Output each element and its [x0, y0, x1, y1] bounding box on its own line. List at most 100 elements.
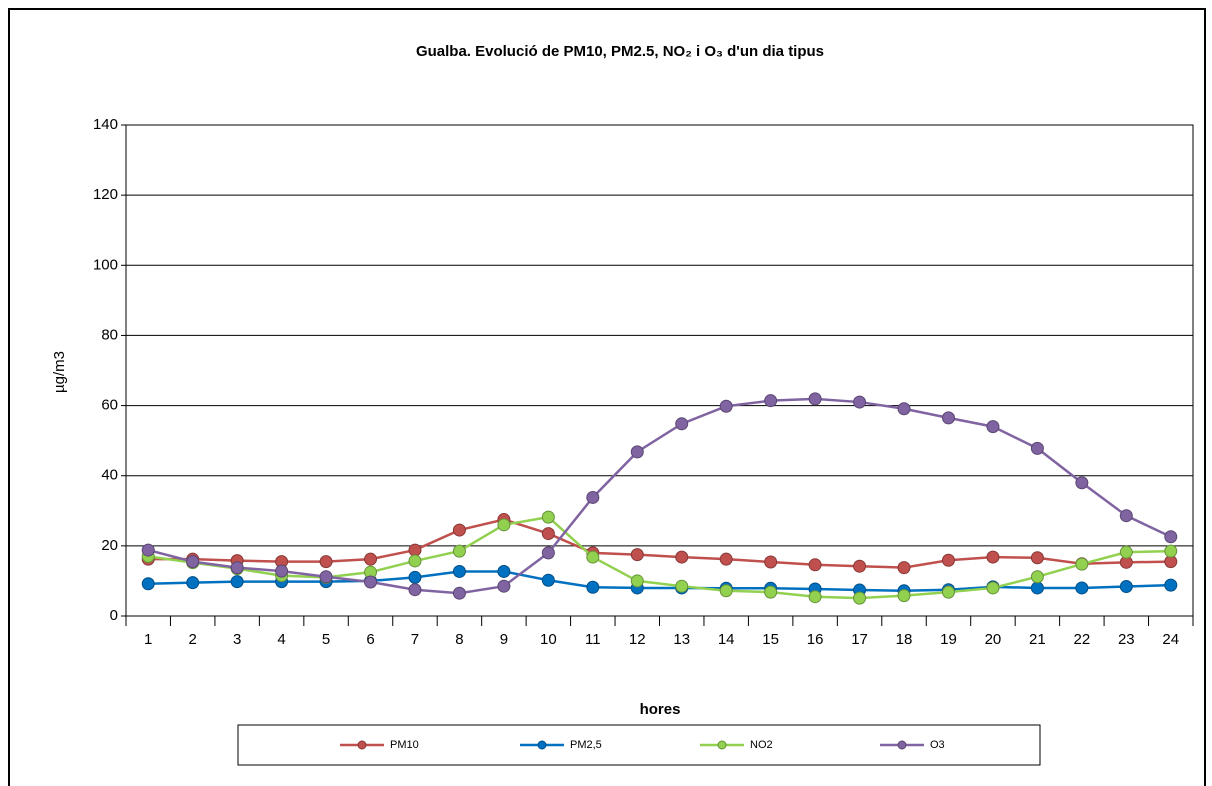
point — [319, 555, 333, 569]
chart-frame — [8, 8, 1206, 786]
point — [764, 555, 778, 569]
point — [1030, 570, 1044, 584]
x-tick-label: 2 — [189, 631, 197, 648]
legend-label: NO2 — [750, 739, 773, 751]
legend-label: PM10 — [390, 739, 419, 751]
point — [408, 583, 422, 597]
x-tick-label: 11 — [585, 631, 601, 648]
series-line — [148, 515, 1171, 600]
point — [1164, 530, 1178, 544]
point — [275, 564, 289, 578]
legend-marker — [897, 740, 907, 750]
point — [1164, 544, 1178, 558]
point — [541, 527, 555, 541]
x-tick-label: 10 — [540, 631, 557, 648]
point — [452, 544, 466, 558]
x-tick-label: 12 — [629, 631, 646, 648]
point — [808, 590, 822, 604]
point — [1119, 509, 1133, 523]
legend-label: O3 — [930, 739, 945, 751]
x-tick-label: 5 — [322, 631, 330, 648]
point — [408, 543, 422, 557]
legend-marker — [537, 740, 547, 750]
point — [853, 395, 867, 409]
x-tick-label: 15 — [762, 631, 779, 648]
point — [764, 394, 778, 408]
point — [1075, 476, 1089, 490]
series-line — [147, 397, 1172, 595]
x-tick-label: 18 — [896, 631, 913, 648]
x-axis-label: hores — [640, 701, 681, 718]
legend-label: PM2,5 — [570, 739, 602, 751]
point — [452, 586, 466, 600]
point — [1075, 557, 1089, 571]
point — [630, 574, 644, 588]
point — [319, 570, 333, 584]
y-tick-label: 100 — [93, 256, 118, 273]
point — [986, 420, 1000, 434]
point — [1030, 581, 1044, 595]
series-line — [148, 518, 1171, 569]
x-tick-label: 9 — [500, 631, 508, 648]
y-tick-label: 60 — [101, 397, 118, 414]
plot-area — [125, 124, 1194, 617]
legend-marker — [357, 740, 367, 750]
y-axis-label: µg/m3 — [51, 351, 68, 393]
x-tick-label: 16 — [807, 631, 824, 648]
point — [630, 548, 644, 562]
point — [586, 580, 600, 594]
y-tick-label: 120 — [93, 186, 118, 203]
x-tick-label: 3 — [233, 631, 241, 648]
point — [941, 411, 955, 425]
x-tick-label: 22 — [1074, 631, 1091, 648]
x-tick-label: 17 — [851, 631, 868, 648]
point — [408, 554, 422, 568]
point — [853, 559, 867, 573]
point — [1030, 551, 1044, 565]
y-tick-label: 0 — [110, 607, 118, 624]
point — [675, 417, 689, 431]
point — [630, 445, 644, 459]
point — [408, 570, 422, 584]
y-tick-label: 80 — [101, 326, 118, 343]
point — [230, 561, 244, 575]
legend-marker — [717, 740, 727, 750]
point — [719, 552, 733, 566]
x-tick-label: 7 — [411, 631, 419, 648]
x-tick-label: 19 — [940, 631, 957, 648]
x-tick-label: 1 — [144, 631, 152, 648]
point — [541, 510, 555, 524]
point — [808, 558, 822, 572]
x-tick-label: 23 — [1118, 631, 1135, 648]
point — [497, 579, 511, 593]
point — [364, 575, 378, 589]
point — [141, 543, 155, 557]
x-tick-label: 6 — [366, 631, 374, 648]
point — [230, 575, 244, 589]
y-tick-label: 140 — [93, 116, 118, 133]
point — [141, 577, 155, 591]
x-tick-label: 21 — [1029, 631, 1046, 648]
point — [1164, 578, 1178, 592]
y-tick-label: 40 — [101, 467, 118, 484]
point — [186, 555, 200, 569]
chart-title: Gualba. Evolució de PM10, PM2.5, NO₂ i O… — [416, 43, 824, 60]
point — [897, 561, 911, 575]
point — [1119, 545, 1133, 559]
x-tick-label: 14 — [718, 631, 735, 648]
point — [1030, 441, 1044, 455]
point — [675, 550, 689, 564]
point — [586, 550, 600, 564]
point — [897, 589, 911, 603]
point — [497, 564, 511, 578]
point — [986, 581, 1000, 595]
point — [186, 576, 200, 590]
point — [541, 546, 555, 560]
x-tick-label: 24 — [1162, 631, 1179, 648]
point — [719, 399, 733, 413]
x-tick-label: 8 — [455, 631, 463, 648]
point — [764, 585, 778, 599]
point — [719, 584, 733, 598]
point — [541, 573, 555, 587]
